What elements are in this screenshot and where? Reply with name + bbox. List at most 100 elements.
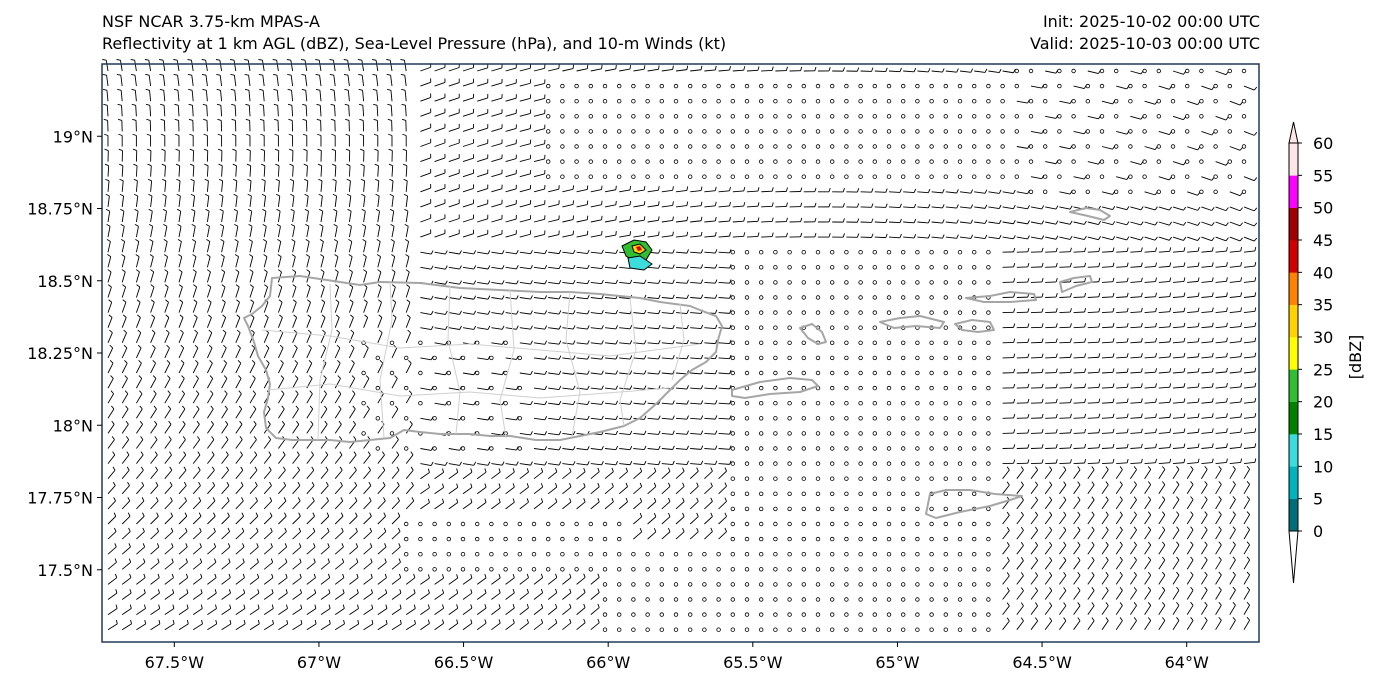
wind-barb xyxy=(704,485,713,495)
calm-wind-marker xyxy=(688,552,693,557)
calm-wind-marker xyxy=(517,446,522,451)
wind-barb xyxy=(604,357,616,360)
wind-barb-flag xyxy=(842,67,845,72)
wind-barb-flag xyxy=(184,512,188,517)
wind-barb-flag xyxy=(115,604,118,609)
wind-barb xyxy=(235,454,243,464)
wind-barb-flag xyxy=(164,284,169,288)
wind-barb-flag xyxy=(686,400,689,405)
calm-wind-marker xyxy=(1099,129,1105,134)
calm-wind-marker xyxy=(815,521,821,527)
wind-barb xyxy=(306,180,309,192)
wind-barb-flag xyxy=(1147,541,1152,546)
wind-barb-flag xyxy=(143,558,146,563)
wind-barb-flag xyxy=(516,265,519,270)
wind-barb-flag xyxy=(252,390,256,395)
wind-barb xyxy=(718,531,727,540)
calm-wind-marker xyxy=(787,144,792,149)
wind-barb xyxy=(434,402,446,406)
wind-barb xyxy=(292,378,299,389)
wind-barb-flag xyxy=(1197,398,1200,403)
wind-barb xyxy=(505,203,517,208)
wind-barb xyxy=(576,204,588,208)
wind-barb xyxy=(1187,146,1198,151)
wind-barb xyxy=(505,97,517,102)
wind-barb xyxy=(420,81,431,87)
wind-barb-flag xyxy=(103,118,108,121)
wind-barb xyxy=(1059,545,1067,555)
wind-barb-flag xyxy=(942,189,945,194)
wind-barb xyxy=(462,312,474,315)
wind-barb xyxy=(1215,446,1227,449)
wind-barb-flag xyxy=(1197,292,1200,297)
wind-barb-flag xyxy=(658,249,661,254)
wind-barb xyxy=(278,424,285,434)
wind-barb xyxy=(221,393,228,404)
calm-wind-marker xyxy=(801,174,806,179)
wind-barb xyxy=(434,502,444,510)
wind-barb-flag xyxy=(406,314,411,318)
wind-barb-flag xyxy=(672,309,675,314)
wind-barb xyxy=(477,112,488,117)
wind-barb-flag xyxy=(629,340,633,345)
calm-wind-marker xyxy=(929,249,934,255)
wind-barb-flag xyxy=(298,512,301,517)
wind-barb xyxy=(1215,431,1227,434)
wind-barb xyxy=(746,69,759,72)
wind-barb-flag xyxy=(1140,383,1143,388)
wind-barb xyxy=(1229,574,1236,585)
wind-barb-flag xyxy=(1035,556,1039,561)
wind-barb-flag xyxy=(1063,556,1067,561)
wind-barb-flag xyxy=(1069,413,1072,418)
wind-barb-flag xyxy=(302,103,307,106)
wind-barb xyxy=(1144,281,1156,283)
calm-wind-marker xyxy=(1071,114,1076,119)
calm-wind-marker xyxy=(773,129,778,134)
wind-barb-flag xyxy=(1027,383,1030,388)
wind-barb-flag xyxy=(155,497,159,502)
wind-barb-flag xyxy=(343,59,348,61)
wind-barb xyxy=(1087,296,1099,298)
wind-barb-flag xyxy=(122,284,126,288)
calm-wind-marker xyxy=(489,521,494,527)
wind-barb-flag xyxy=(1013,308,1016,313)
wind-barb xyxy=(221,302,226,313)
wind-barb-flag xyxy=(1091,481,1095,486)
wind-barb-flag xyxy=(785,187,788,192)
wind-barb-flag xyxy=(303,163,308,167)
wind-barb xyxy=(491,266,503,270)
calm-wind-marker xyxy=(830,612,835,617)
wind-barb-flag xyxy=(700,279,704,284)
wind-barb xyxy=(1215,295,1227,298)
wind-barb-flag xyxy=(615,264,619,269)
wind-barb xyxy=(178,469,187,479)
calm-wind-marker xyxy=(886,567,892,572)
calm-wind-marker xyxy=(830,265,835,270)
wind-barb-flag xyxy=(346,163,351,167)
calm-wind-marker xyxy=(645,98,650,104)
wind-barb xyxy=(377,577,387,585)
wind-barb-flag xyxy=(484,468,487,473)
wind-barb xyxy=(221,500,230,510)
calm-wind-marker xyxy=(688,83,693,89)
wind-barb xyxy=(533,233,545,238)
wind-barb xyxy=(1087,221,1099,225)
wind-barb xyxy=(1158,250,1170,253)
wind-barb xyxy=(1073,281,1085,283)
wind-barb-flag xyxy=(625,467,628,472)
wind-barb xyxy=(107,378,114,389)
wind-barb-flag xyxy=(1126,353,1129,358)
calm-wind-marker xyxy=(915,521,920,527)
wind-barb xyxy=(476,471,487,480)
wind-barb-flag xyxy=(203,148,208,152)
wind-barb xyxy=(547,471,558,480)
wind-barb-flag xyxy=(672,370,675,375)
wind-barb xyxy=(1087,236,1099,241)
wind-barb xyxy=(462,402,474,406)
map-panel: 19°N18.75°N18.5°N18.25°N18°N17.75°N17.5°… xyxy=(27,59,1260,672)
wind-barb xyxy=(319,75,322,87)
wind-barb-flag xyxy=(350,344,355,349)
wind-barb-flag xyxy=(1154,221,1158,226)
wind-barb xyxy=(448,487,459,495)
wind-barb xyxy=(1101,499,1109,510)
